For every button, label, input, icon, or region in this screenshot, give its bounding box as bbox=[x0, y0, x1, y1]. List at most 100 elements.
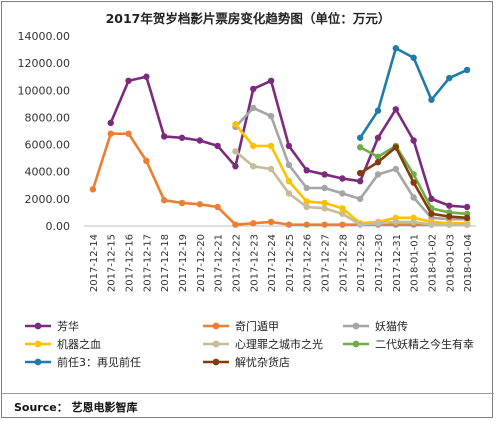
data-point bbox=[339, 221, 346, 228]
y-tick-label: 4000.00 bbox=[25, 166, 71, 179]
y-tick-label: 2000.00 bbox=[25, 193, 71, 206]
data-point bbox=[356, 221, 364, 228]
y-tick-label: 0.00 bbox=[46, 220, 71, 233]
data-point bbox=[285, 190, 293, 197]
data-point bbox=[463, 66, 471, 74]
data-point bbox=[339, 190, 346, 197]
data-point bbox=[410, 194, 417, 201]
data-point bbox=[267, 165, 275, 173]
data-point bbox=[107, 130, 114, 137]
data-point bbox=[463, 221, 471, 228]
x-tick-label: 2017-12-31 bbox=[392, 234, 403, 292]
x-tick-label: 2017-12-22 bbox=[231, 234, 242, 292]
legend-label: 奇门遁甲 bbox=[235, 320, 279, 333]
legend-label: 解忧杂货店 bbox=[235, 356, 290, 369]
data-point bbox=[410, 171, 417, 178]
x-tick-label: 2018-01-03 bbox=[445, 234, 456, 292]
chart-title: 2017年贺岁档影片票房变化趋势图（单位：万元） bbox=[105, 11, 391, 26]
data-point bbox=[374, 107, 382, 114]
series-4 bbox=[232, 121, 471, 227]
legend-swatch bbox=[25, 322, 51, 330]
data-point bbox=[303, 203, 310, 211]
x-tick-label: 2017-12-30 bbox=[374, 234, 385, 292]
series-5 bbox=[232, 148, 471, 228]
legend-swatch bbox=[343, 340, 369, 348]
data-point bbox=[428, 210, 435, 217]
data-point bbox=[285, 178, 293, 185]
x-tick-label: 2017-12-29 bbox=[356, 234, 367, 292]
data-point bbox=[356, 134, 364, 141]
data-point bbox=[285, 161, 293, 169]
x-tick-label: 2017-12-23 bbox=[249, 234, 260, 292]
data-point bbox=[267, 218, 275, 226]
x-tick-label: 2017-12-21 bbox=[214, 234, 225, 292]
x-tick-label: 2017-12-25 bbox=[285, 234, 296, 292]
data-point bbox=[143, 73, 150, 80]
legend-item: 芳华 bbox=[24, 318, 79, 334]
chart-axes: 0.00 2000.00 4000.00 6000.00 8000.00 10000.00… bbox=[18, 30, 476, 292]
legend-label: 机器之血 bbox=[57, 338, 101, 351]
data-point bbox=[267, 112, 275, 120]
x-tick-label: 2018-01-01 bbox=[410, 234, 421, 292]
data-point bbox=[196, 201, 204, 208]
data-point bbox=[160, 197, 168, 204]
x-tick-label: 2017-12-17 bbox=[142, 234, 153, 292]
x-tick-label: 2017-12-28 bbox=[338, 234, 349, 292]
data-point bbox=[196, 137, 204, 144]
data-point bbox=[356, 195, 364, 203]
data-point bbox=[392, 106, 400, 113]
data-point bbox=[321, 205, 328, 212]
data-point bbox=[356, 178, 364, 185]
data-point bbox=[410, 179, 417, 186]
data-point bbox=[250, 104, 257, 112]
data-point bbox=[374, 159, 382, 166]
data-point bbox=[428, 195, 435, 203]
data-point bbox=[374, 134, 382, 141]
data-point bbox=[446, 213, 453, 220]
legend-item: 解忧杂货店 bbox=[202, 354, 290, 370]
data-point bbox=[143, 157, 150, 165]
data-point bbox=[321, 171, 328, 178]
data-point bbox=[374, 153, 382, 160]
data-point bbox=[392, 144, 400, 151]
y-tick-label: 8000.00 bbox=[25, 111, 71, 124]
data-point bbox=[321, 184, 328, 192]
x-tick-label: 2017-12-24 bbox=[267, 234, 278, 292]
data-point bbox=[250, 142, 257, 150]
data-point bbox=[232, 121, 239, 128]
legend-label: 二代妖精之今生有幸 bbox=[375, 338, 474, 351]
series-1 bbox=[107, 73, 471, 211]
data-point bbox=[392, 45, 400, 52]
x-tick-label: 2018-01-04 bbox=[463, 234, 474, 292]
data-point bbox=[107, 119, 114, 127]
data-point bbox=[356, 169, 364, 177]
data-point bbox=[125, 130, 132, 137]
legend-swatch bbox=[25, 358, 51, 366]
legend-swatch bbox=[25, 340, 51, 348]
y-tick-label: 12000.00 bbox=[18, 57, 71, 70]
legend-label: 妖猫传 bbox=[375, 320, 408, 333]
x-tick-label: 2017-12-19 bbox=[178, 234, 189, 292]
data-point bbox=[285, 142, 293, 150]
data-point bbox=[178, 134, 186, 141]
data-point bbox=[250, 85, 257, 93]
legend-label: 芳华 bbox=[57, 320, 79, 333]
data-point bbox=[428, 221, 435, 228]
legend-label: 前任3：再见前任 bbox=[57, 356, 141, 369]
x-tick-label: 2017-12-15 bbox=[107, 234, 118, 292]
data-point bbox=[160, 133, 168, 140]
data-point bbox=[374, 171, 382, 178]
legend-item: 二代妖精之今生有幸 bbox=[342, 336, 474, 352]
data-point bbox=[232, 148, 239, 155]
data-point bbox=[214, 203, 221, 211]
data-point bbox=[214, 142, 221, 150]
data-point bbox=[303, 198, 310, 205]
data-point bbox=[410, 218, 417, 226]
data-point bbox=[303, 167, 310, 174]
series-line bbox=[91, 132, 468, 226]
series-8 bbox=[356, 144, 471, 222]
chart-plot: 0.00 2000.00 4000.00 6000.00 8000.00 10000.00… bbox=[18, 30, 476, 292]
legend-swatch bbox=[203, 340, 229, 348]
data-point bbox=[321, 221, 328, 228]
